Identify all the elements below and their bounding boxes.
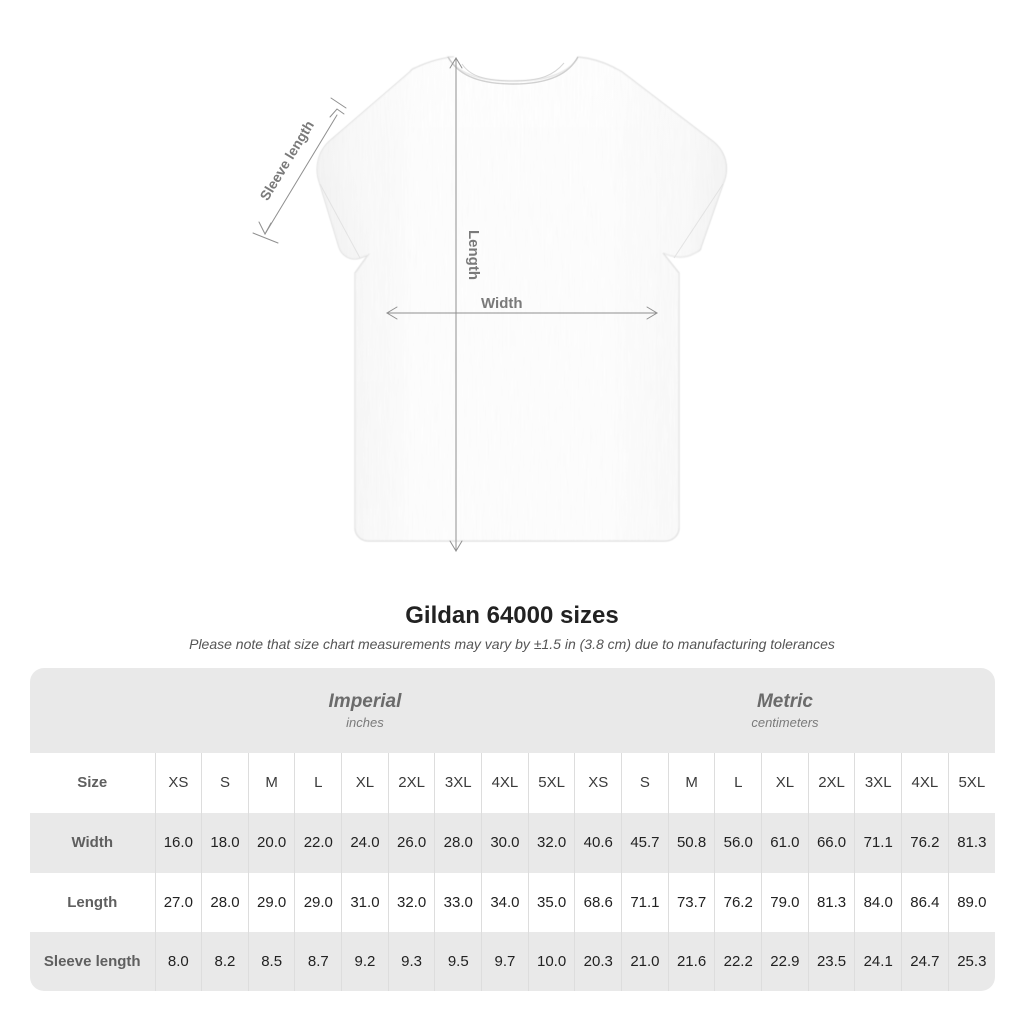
svg-text:Sleeve length: Sleeve length bbox=[256, 118, 317, 203]
svg-text:Width: Width bbox=[481, 295, 523, 312]
svg-text:Length: Length bbox=[465, 230, 482, 280]
